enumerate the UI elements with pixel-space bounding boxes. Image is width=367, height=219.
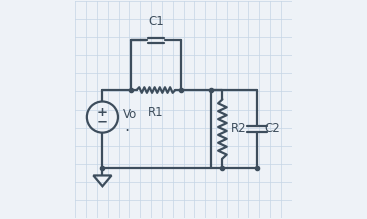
Text: C2: C2 (264, 122, 280, 136)
Text: C1: C1 (148, 15, 164, 28)
Text: R1: R1 (148, 106, 164, 119)
Text: Vo: Vo (123, 108, 138, 121)
Text: R2: R2 (230, 122, 246, 136)
Text: −: − (97, 115, 108, 128)
Text: +: + (97, 106, 108, 119)
Text: .: . (124, 119, 130, 134)
